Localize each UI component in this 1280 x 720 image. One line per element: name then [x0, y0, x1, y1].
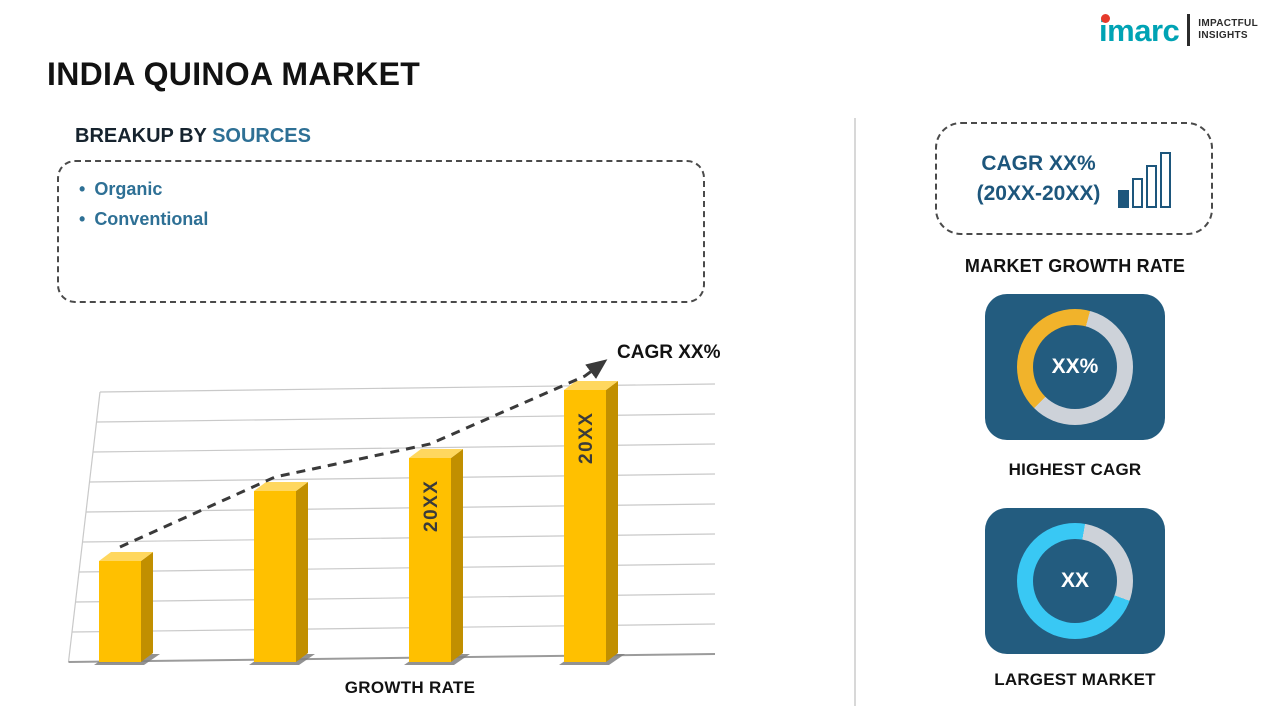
cagr-box-text: CAGR XX% (20XX-20XX) — [977, 149, 1101, 208]
donut-chart-largest-market: XX — [1017, 523, 1133, 639]
logo-tagline: IMPACTFUL INSIGHTS — [1198, 18, 1258, 43]
market-growth-rate-label: MARKET GROWTH RATE — [964, 256, 1186, 276]
bar-chart-icon-bar1 — [1118, 189, 1130, 208]
bullet-item-organic: Organic — [79, 174, 683, 204]
donut-hole — [1033, 539, 1117, 623]
donut-chart-highest-cagr: XX% — [1017, 309, 1133, 425]
brand-dot-icon — [1101, 13, 1111, 23]
cagr-box-line2: (20XX-20XX) — [976, 181, 1101, 205]
bar-chart-icon-bar3 — [1146, 164, 1158, 208]
logo-tagline-line1: IMPACTFUL — [1198, 17, 1258, 29]
page-title: INDIA QUINOA MARKET — [47, 56, 421, 92]
chart-gridlines — [67, 383, 716, 663]
content-divider — [854, 118, 856, 706]
highest-cagr-label: HIGHEST CAGR — [1008, 460, 1142, 479]
brand-wordmark: imarc — [1099, 12, 1180, 48]
bar-chart-icon — [1118, 150, 1172, 208]
cagr-box: CAGR XX% (20XX-20XX) — [935, 122, 1213, 235]
cagr-annotation: CAGR XX% — [617, 342, 721, 363]
x-axis-label: GROWTH RATE — [344, 678, 476, 697]
highest-cagr-value: XX% — [1051, 355, 1099, 378]
largest-market-value: XX — [1060, 569, 1089, 592]
chart-canvas: 20XX 20XX — [67, 359, 716, 665]
donut-hole — [1033, 325, 1117, 409]
bullet-item-conventional: Conventional — [79, 204, 683, 234]
bars-layer: 20XX 20XX — [94, 381, 625, 665]
section-heading-highlight: SOURCES — [212, 125, 311, 147]
largest-market-card: XX — [985, 508, 1165, 654]
largest-market-label: LARGEST MARKET — [994, 670, 1156, 689]
svg-text:20XX: 20XX — [421, 480, 442, 532]
logo-divider — [1187, 14, 1191, 46]
highest-cagr-card: XX% — [985, 294, 1165, 440]
imarc-logo: imarc IMPACTFUL INSIGHTS — [1099, 12, 1258, 48]
bar-chart-icon-bar4 — [1160, 151, 1172, 208]
cagr-box-line1: CAGR XX% — [981, 152, 1096, 176]
brand-text: imarc — [1099, 12, 1180, 48]
logo-tagline-line2: INSIGHTS — [1198, 30, 1248, 41]
section-heading: BREAKUP BY SOURCES — [75, 125, 311, 148]
svg-text:20XX: 20XX — [576, 412, 597, 464]
trend-arrow — [119, 359, 608, 549]
section-heading-prefix: BREAKUP BY — [75, 125, 207, 147]
breakup-sources-box: Organic Conventional — [57, 160, 705, 303]
bar-chart-icon-bar2 — [1132, 177, 1144, 208]
growth-rate-bar-chart: 20XX 20XX — [60, 335, 760, 680]
